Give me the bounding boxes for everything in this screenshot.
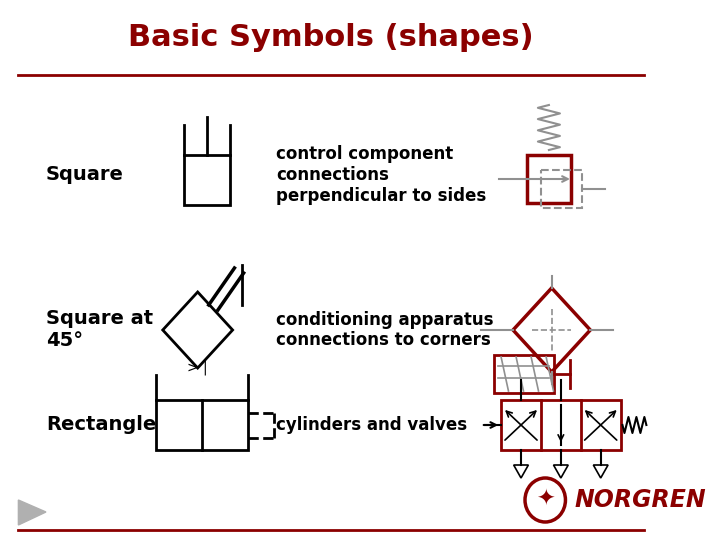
Bar xyxy=(156,400,248,450)
Text: cylinders and valves: cylinders and valves xyxy=(276,416,467,434)
Text: > |: > | xyxy=(187,361,208,375)
Text: ✦: ✦ xyxy=(536,490,554,510)
Bar xyxy=(541,170,582,208)
Text: Rectangle: Rectangle xyxy=(46,415,156,435)
Bar xyxy=(501,400,621,450)
Bar xyxy=(494,355,554,393)
Bar xyxy=(184,155,230,205)
Text: Basic Symbols (shapes): Basic Symbols (shapes) xyxy=(128,24,534,52)
Text: conditioning apparatus
connections to corners: conditioning apparatus connections to co… xyxy=(276,310,493,349)
Text: Square: Square xyxy=(46,165,124,185)
Polygon shape xyxy=(19,500,46,525)
Bar xyxy=(527,155,571,203)
Text: NORGREN: NORGREN xyxy=(575,488,706,512)
Text: Square at
45°: Square at 45° xyxy=(46,309,153,350)
Text: control component
connections
perpendicular to sides: control component connections perpendicu… xyxy=(276,145,486,205)
